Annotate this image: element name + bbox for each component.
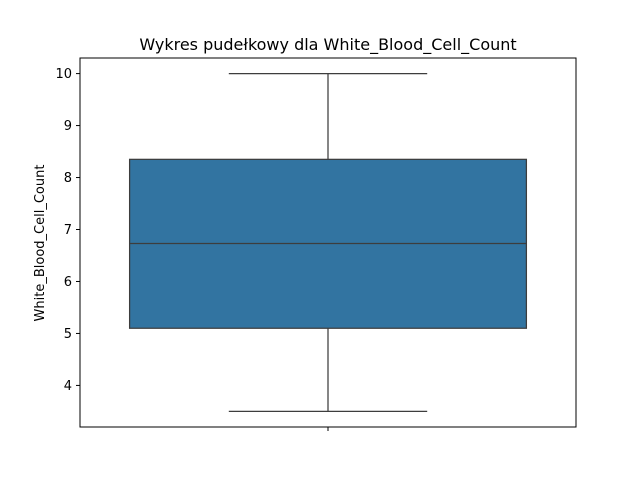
y-tick-label: 4 [64,379,72,394]
y-tick-label: 6 [64,275,72,290]
box-series [128,72,528,413]
chart-title: Wykres pudełkowy dla White_Blood_Cell_Co… [139,35,516,55]
y-tick-label: 10 [55,67,72,82]
plot-area: 4 5 6 7 8 9 10 [55,57,577,431]
y-tick-label: 9 [64,119,72,134]
y-tick-label: 7 [64,223,72,238]
y-axis: 4 5 6 7 8 9 10 [55,67,80,394]
y-tick-label: 8 [64,171,72,186]
y-axis-label: White_Blood_Cell_Count [33,165,48,322]
y-tick-label: 5 [64,327,72,342]
